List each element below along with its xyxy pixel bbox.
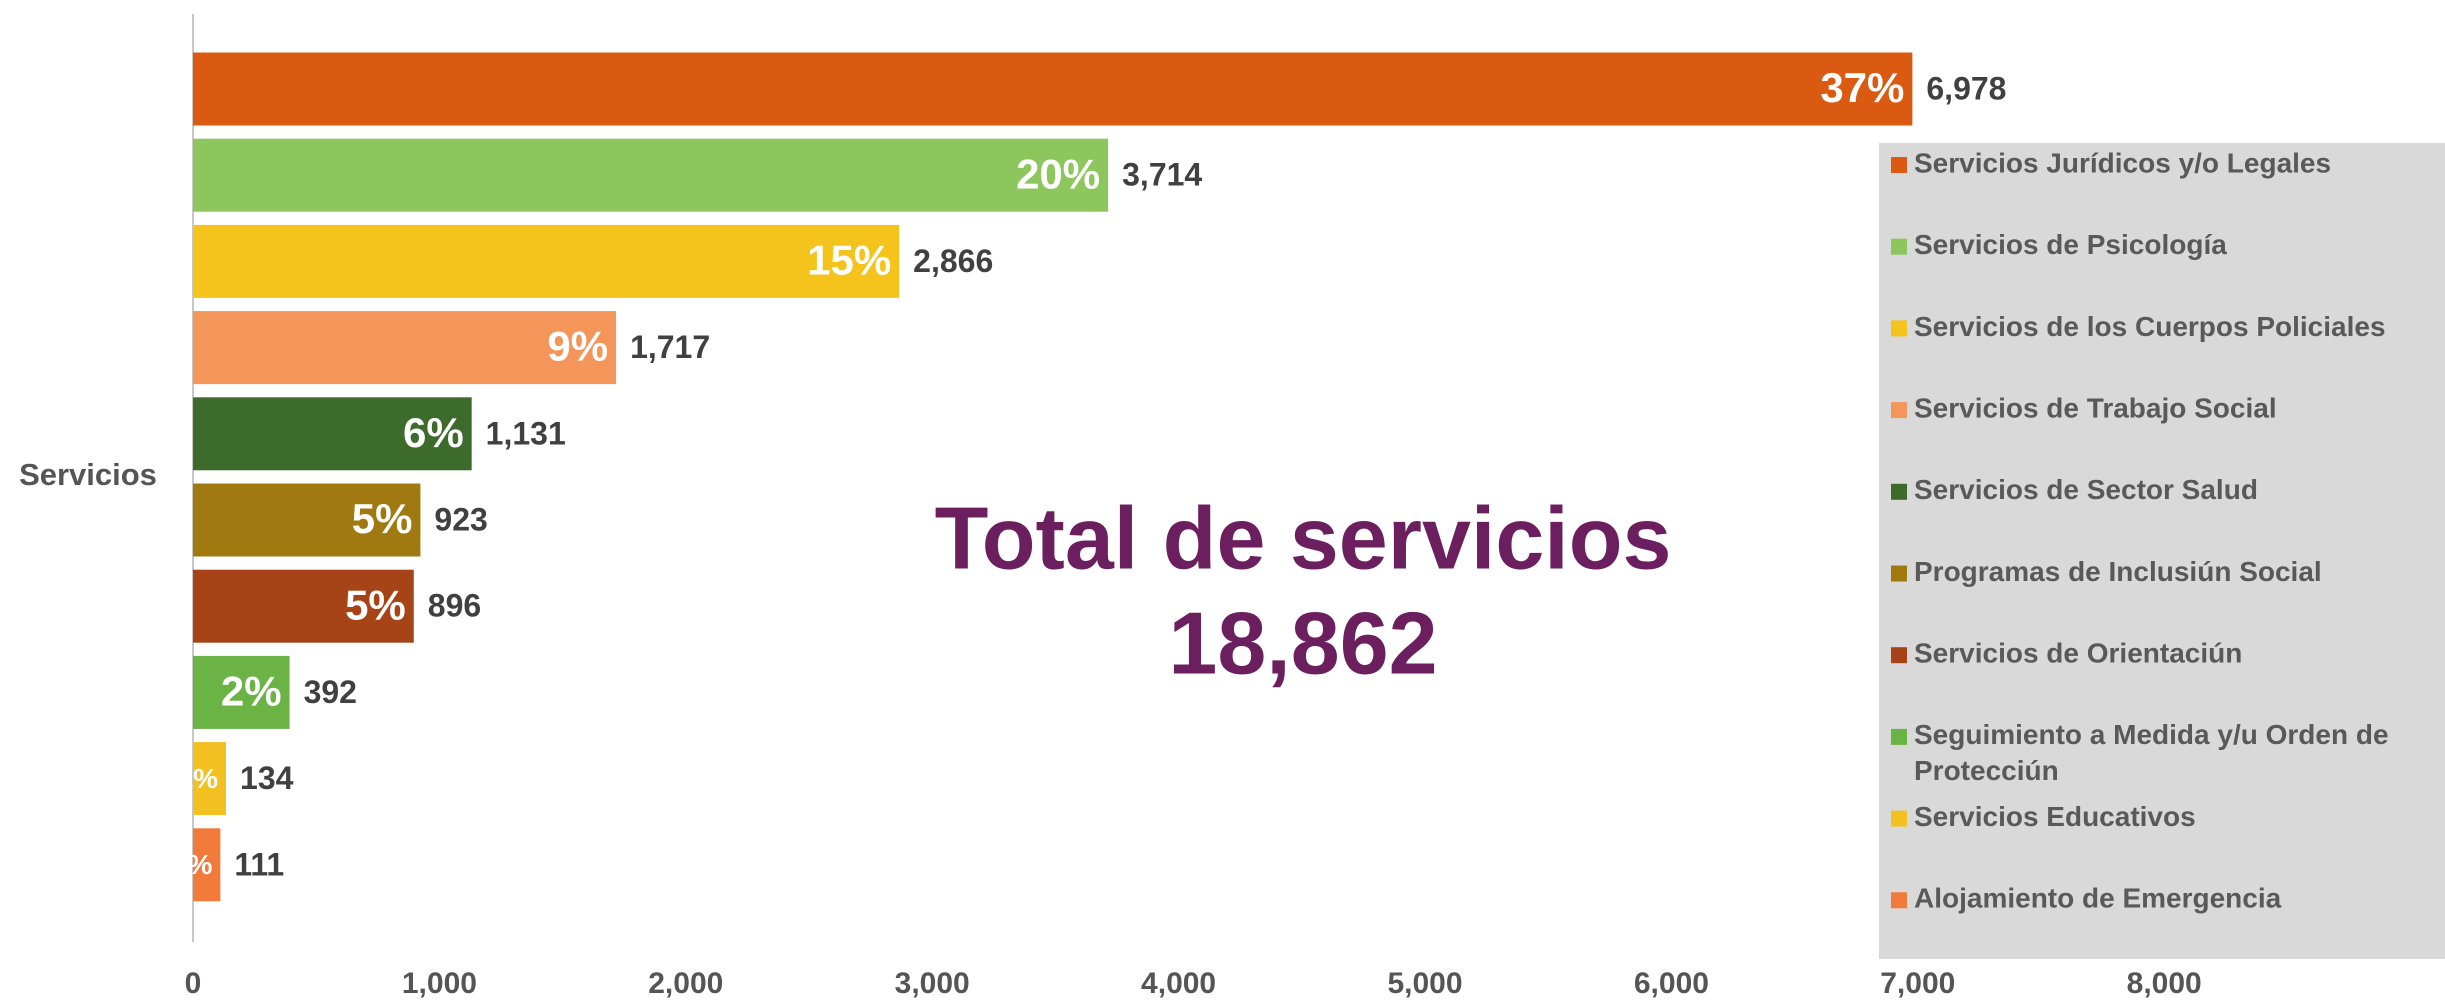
bar <box>193 225 899 298</box>
legend-label: Servicios Educativos <box>1914 801 2196 832</box>
value-label: 392 <box>304 674 357 710</box>
percent-label: 15% <box>807 236 891 283</box>
percent-label: 20% <box>1016 150 1100 197</box>
value-label: 3,714 <box>1122 157 1202 193</box>
legend-swatch <box>1891 484 1907 500</box>
percent-label: 1% <box>178 763 219 794</box>
x-tick-label: 2,000 <box>648 967 723 1000</box>
legend-swatch <box>1891 892 1907 908</box>
legend-label: Servicios Jurídicos y/o Legales <box>1914 147 2331 178</box>
total-value: 18,862 <box>1168 593 1437 692</box>
percent-label: 6% <box>403 409 464 456</box>
legend-label: Programas de Inclusiún Social <box>1914 556 2322 587</box>
legend-swatch <box>1891 647 1907 663</box>
page: Servicios Total de servicios 18,862 0 1,0… <box>0 0 2445 1002</box>
value-label: 1,131 <box>486 415 566 451</box>
legend-swatch <box>1891 811 1907 827</box>
x-tick-label: 0 <box>185 967 202 1000</box>
legend-label: Alojamiento de Emergencia <box>1914 883 2282 914</box>
bar <box>193 53 1912 126</box>
chart: Servicios Total de servicios 18,862 0 1,0… <box>0 0 2445 1002</box>
y-axis-label: Servicios <box>19 457 157 492</box>
percent-label: 1% <box>172 849 213 880</box>
legend-label: Servicios de Psicología <box>1914 229 2227 260</box>
percent-label: 37% <box>1820 64 1904 111</box>
percent-label: 5% <box>345 581 406 628</box>
legend-box <box>1879 143 2445 959</box>
legend-label: Servicios de Trabajo Social <box>1914 392 2277 423</box>
x-tick-label: 4,000 <box>1141 967 1216 1000</box>
value-label: 923 <box>434 501 487 537</box>
percent-label: 9% <box>547 323 608 370</box>
legend-swatch <box>1891 729 1907 745</box>
legend-label: Servicios de Sector Salud <box>1914 474 2258 505</box>
legend-swatch <box>1891 566 1907 582</box>
value-label: 6,978 <box>1926 70 2006 106</box>
percent-label: 2% <box>221 667 282 714</box>
total-title: Total de servicios <box>935 488 1672 587</box>
legend-swatch <box>1891 239 1907 255</box>
x-tick-label: 8,000 <box>2127 967 2202 1000</box>
bar <box>193 139 1108 212</box>
x-tick-label: 1,000 <box>402 967 477 1000</box>
x-tick-label: 7,000 <box>1880 967 1955 1000</box>
x-tick-label: 6,000 <box>1634 967 1709 1000</box>
legend-label: Servicios de Orientaciún <box>1914 638 2242 669</box>
legend-swatch <box>1891 402 1907 418</box>
value-label: 134 <box>240 760 294 796</box>
value-label: 1,717 <box>630 329 710 365</box>
legend-label: Servicios de los Cuerpos Policiales <box>1914 311 2386 342</box>
percent-label: 5% <box>352 495 413 542</box>
legend-swatch <box>1891 157 1907 173</box>
x-tick-label: 5,000 <box>1387 967 1462 1000</box>
value-label: 2,866 <box>913 243 993 279</box>
value-label: 896 <box>428 588 481 624</box>
x-tick-label: 3,000 <box>895 967 970 1000</box>
legend-swatch <box>1891 320 1907 336</box>
value-label: 111 <box>234 846 284 882</box>
